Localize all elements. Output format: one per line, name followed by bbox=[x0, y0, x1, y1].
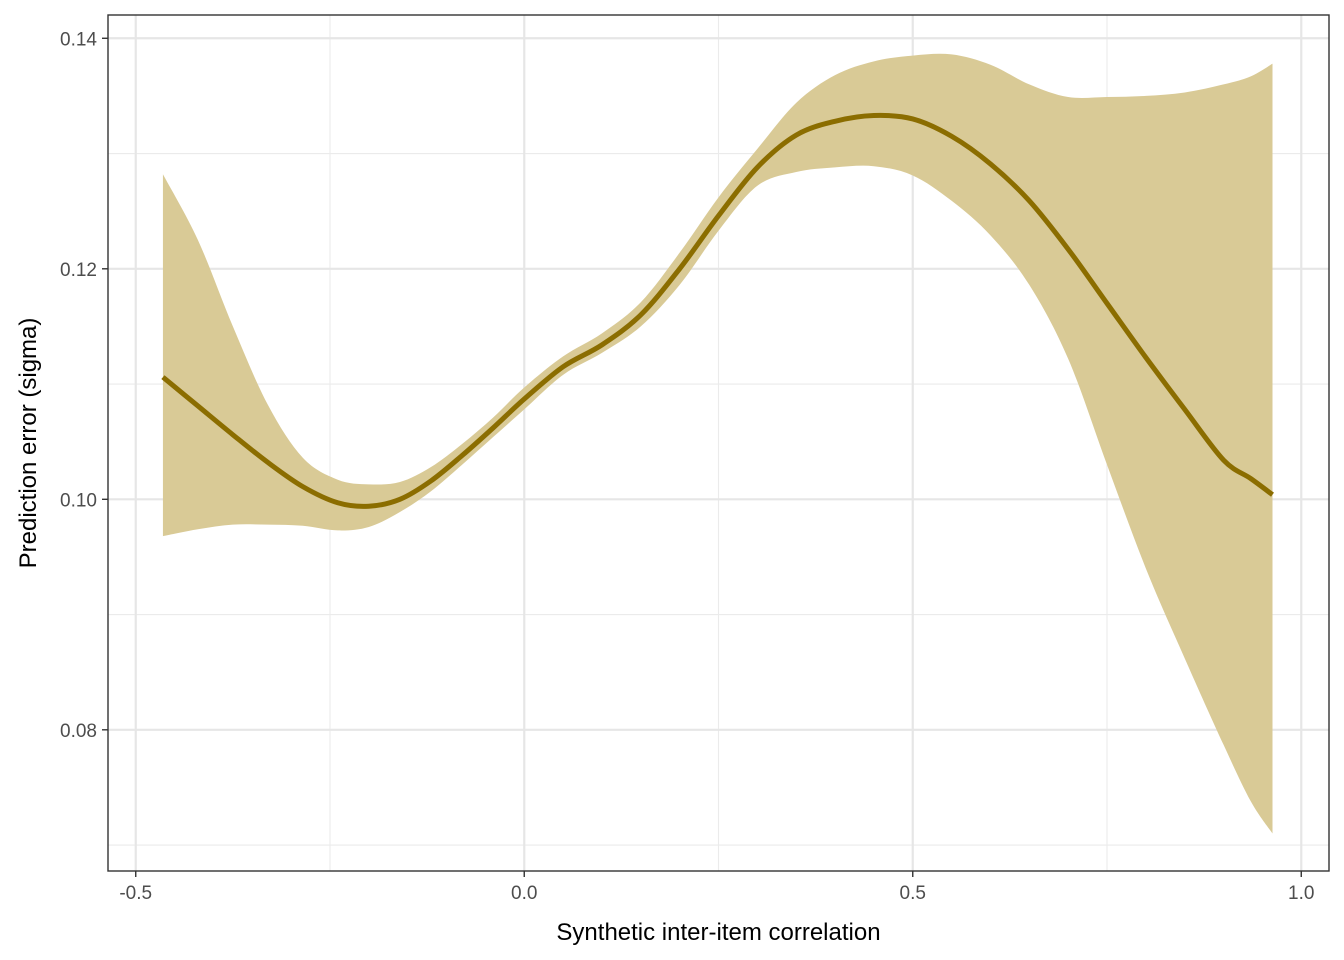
x-tick-label: 0.5 bbox=[900, 883, 926, 904]
x-tick-label: -0.5 bbox=[119, 883, 152, 904]
y-axis: 0.08 0.10 0.12 0.14 bbox=[60, 29, 108, 742]
x-axis: -0.5 0.0 0.5 1.0 bbox=[119, 871, 1314, 904]
confidence-ribbon bbox=[162, 53, 1273, 834]
y-tick-label: 0.12 bbox=[60, 260, 97, 281]
x-tick-label: 1.0 bbox=[1288, 883, 1314, 904]
y-axis-title: Prediction error (sigma) bbox=[15, 318, 42, 569]
y-tick-label: 0.08 bbox=[60, 721, 97, 742]
panel-border bbox=[107, 14, 1330, 872]
smooth-line bbox=[161, 112, 1275, 509]
y-tick-label: 0.10 bbox=[60, 490, 97, 511]
x-tick-label: 0.0 bbox=[511, 883, 537, 904]
y-tick-label: 0.14 bbox=[60, 29, 97, 50]
x-axis-title: Synthetic inter-item correlation bbox=[556, 919, 880, 946]
